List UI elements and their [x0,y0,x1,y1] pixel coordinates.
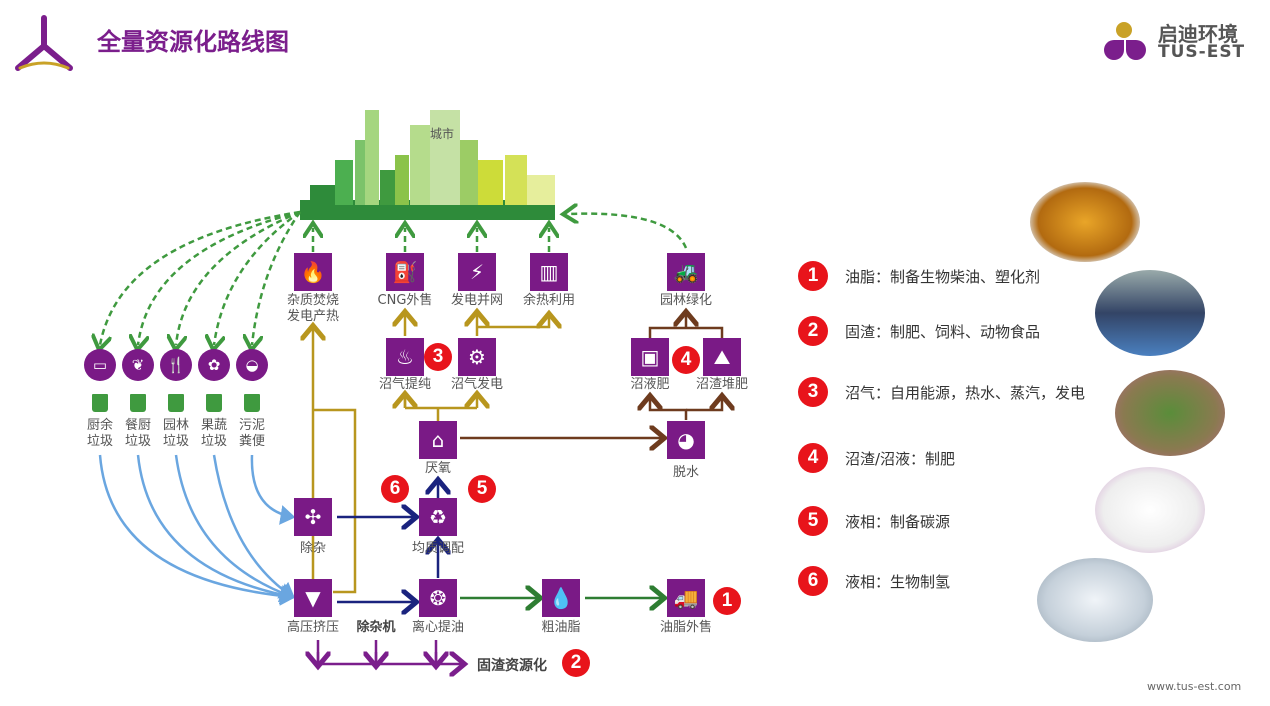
crude-oil-label: 粗油脂 [541,620,581,635]
source-label: 果蔬 垃圾 [200,418,228,449]
page-title: 全量资源化路线图 [97,28,289,56]
badge-2: 2 [562,649,590,677]
bin-icon [244,394,260,412]
incineration-label: 杂质焚烧 发电产热 [286,293,340,324]
bin-icon [130,394,146,412]
leaf-icon: ❦ [122,349,154,381]
city-label: 城市 [430,127,455,141]
city-skyline-icon [300,110,555,220]
kitchen-waste-icon: ▭ [84,349,116,381]
grid-label: 发电并网 [450,293,504,308]
compost-icon: ⛰ [703,338,741,376]
factory-photo [1095,270,1205,356]
recycle-icon: ♻ [419,498,457,536]
legend-text: 液相：制备碳源 [845,513,951,531]
molecule-icon: ✣ [294,498,332,536]
legend-text: 油脂：制备生物柴油、塑化剂 [845,268,1041,286]
brand-name-cn: 启迪环境 [1158,22,1238,46]
power-tower-icon: ⚡ [458,253,496,291]
legend-text: 固渣：制肥、饲料、动物食品 [845,323,1041,341]
badge-4: 4 [672,346,700,374]
brand-logo-icon [1102,22,1148,62]
heat-label: 余热利用 [522,293,576,308]
source-label: 园林 垃圾 [162,418,190,449]
source-label: 厨余 垃圾 [86,418,114,449]
source-label: 污泥 粪便 [238,418,266,449]
liquid-lines [337,482,438,602]
homogenize-label: 均质调配 [411,541,465,556]
compost-label: 沼渣堆肥 [695,377,749,392]
legend-badge: 1 [798,261,828,291]
gas-pump-icon: ⛽ [386,253,424,291]
truck-icon: 🚜 [667,253,705,291]
digester-icon: ⌂ [419,421,457,459]
press-icon: ▼ [294,579,332,617]
badge-3: 3 [424,343,452,371]
vegetable-icon: ✿ [198,349,230,381]
oil-sale-label: 油脂外售 [659,620,713,635]
legend-badge: 6 [798,566,828,596]
dewater-icon: ◕ [667,421,705,459]
compost-photo [1115,370,1225,456]
liquid-fert-label: 沼液肥 [630,377,670,392]
radiator-icon: ▥ [530,253,568,291]
legend-badge: 5 [798,506,828,536]
purify-label: 沼气提纯 [378,377,432,392]
legend-badge: 4 [798,443,828,473]
bin-icon [168,394,184,412]
source-label: 餐厨 垃圾 [124,418,152,449]
footer-url[interactable]: www.tus-est.com [1147,680,1242,693]
bowl-icon: ◒ [236,349,268,381]
anaerobic-label: 厌氧 [424,461,452,476]
badge-1: 1 [713,587,741,615]
generator-icon: ⚙ [458,338,496,376]
feed-lines [98,454,296,606]
carbon-source-photo [1095,467,1205,553]
centrifuge-icon: ❂ [419,579,457,617]
purifier-icon: ♨ [386,338,424,376]
delivery-truck-icon: 🚚 [667,579,705,617]
bin-icon [206,394,222,412]
greening-label: 园林绿化 [659,293,713,308]
badge-6: 6 [381,475,409,503]
solid-lines [318,640,462,664]
return-to-city-lines [100,212,688,345]
fertilizer-icon: ▣ [631,338,669,376]
bin-icon [92,394,108,412]
oil-photo [1030,182,1140,262]
fire-icon: 🔥 [294,253,332,291]
legend-badge: 3 [798,377,828,407]
legend-text: 液相：生物制氢 [845,573,951,591]
cng-label: CNG外售 [377,293,433,308]
hydrogen-photo [1037,558,1153,642]
solid-label: 固渣资源化 [477,658,547,674]
oil-drop-icon: 💧 [542,579,580,617]
legend-badge: 2 [798,316,828,346]
biogas-lines [313,314,549,594]
legend-text: 沼气：自用能源，热水、蒸汽，发电 [845,384,1086,402]
centrifuge-label: 离心提油 [411,620,465,635]
press-label: 高压挤压 [286,620,340,635]
fork-knife-icon: 🍴 [160,349,192,381]
legend-text: 沼渣/沼液：制肥 [845,450,956,468]
badge-5: 5 [468,475,496,503]
dewater-label: 脱水 [672,465,700,480]
brand-name-en: TUS-EST [1158,42,1246,62]
digestate-lines [460,314,722,438]
logo-icon [15,15,73,71]
impurity-machine-label: 除杂机 [356,620,396,635]
biogas-power-label: 沼气发电 [450,377,504,392]
impurity-label: 除杂 [299,541,327,556]
